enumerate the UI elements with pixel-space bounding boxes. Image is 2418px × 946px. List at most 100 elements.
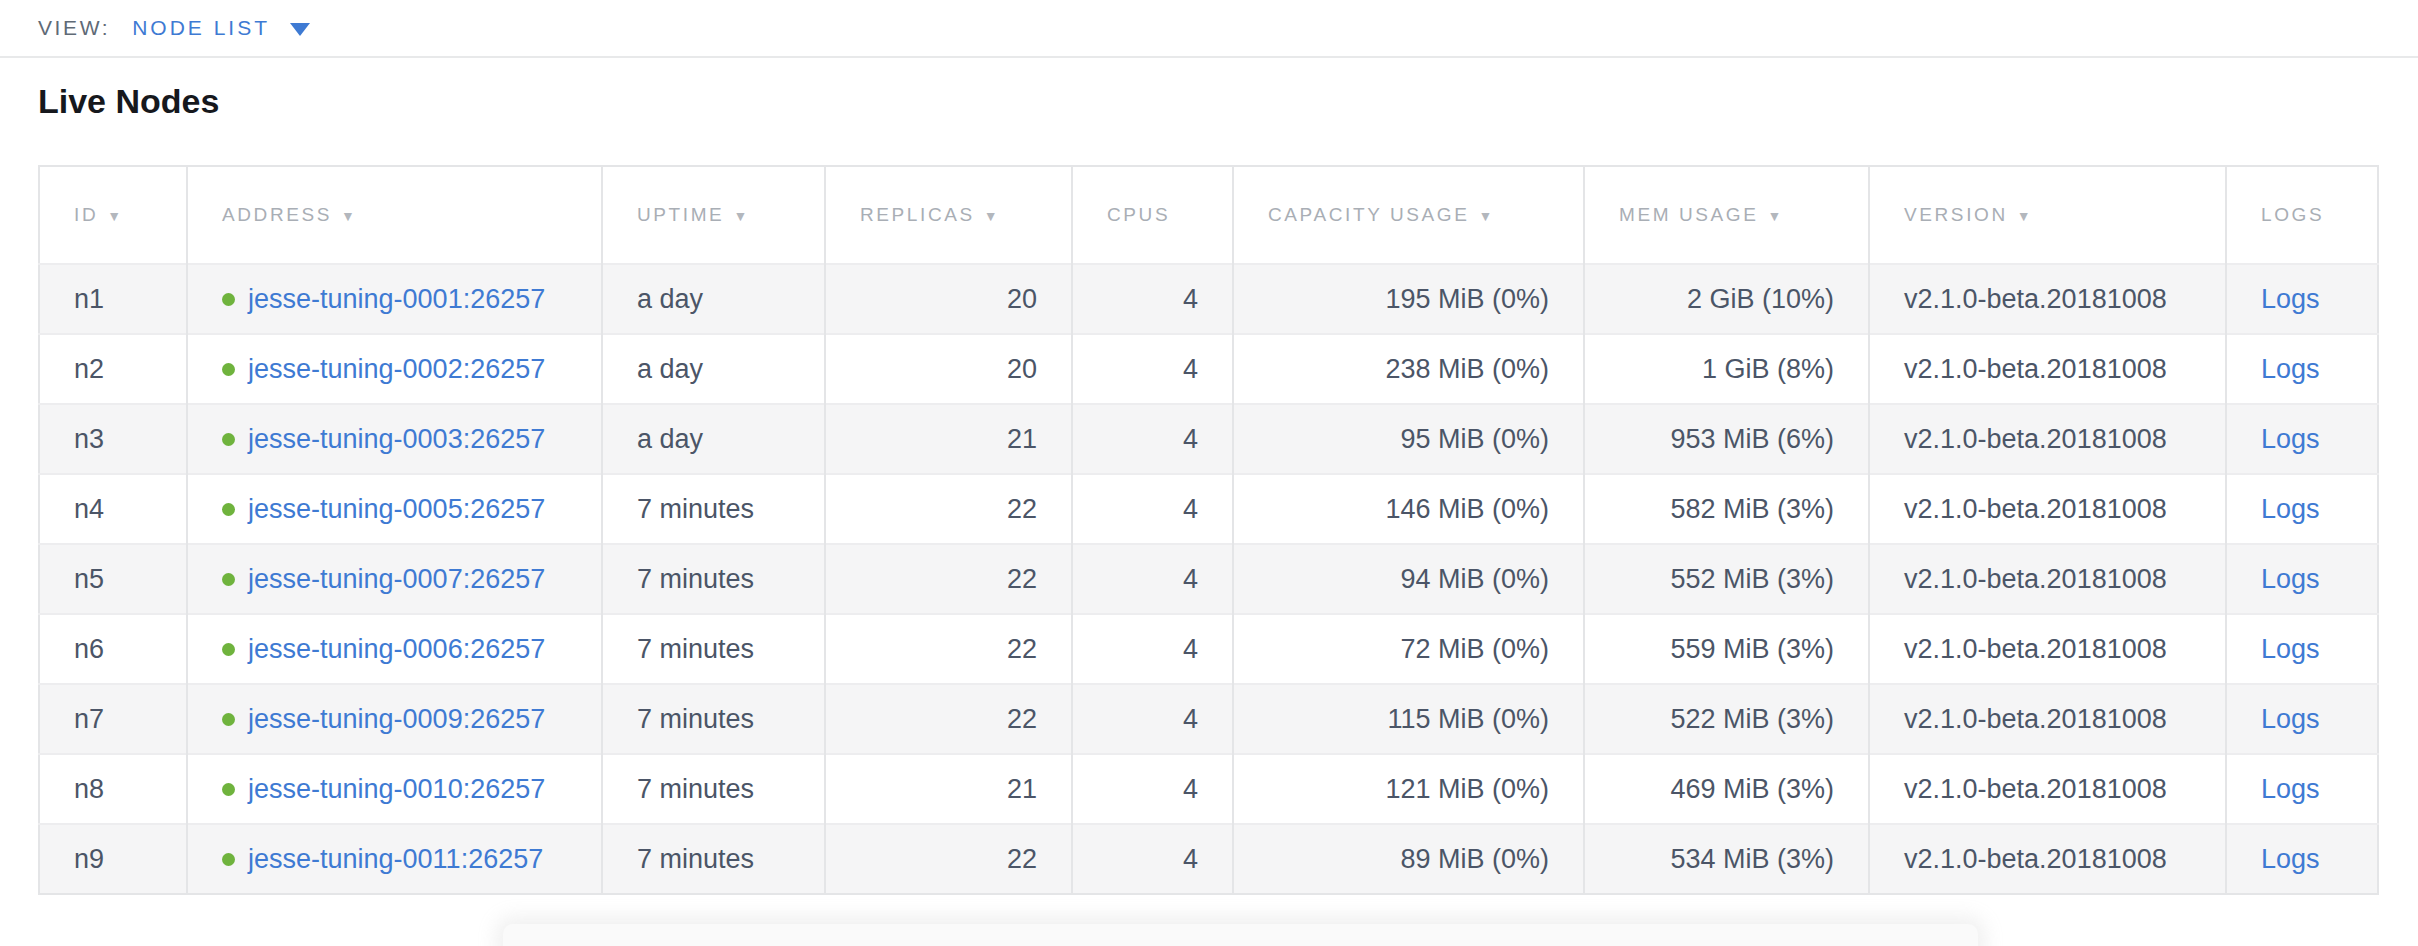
node-live-status-dot-icon <box>222 503 235 516</box>
logs-link[interactable]: Logs <box>2261 424 2320 454</box>
table-row: n5 jesse-tuning-0007:26257 7 minutes 22 … <box>39 544 2378 614</box>
column-header-mem[interactable]: MEM USAGE▼ <box>1584 166 1869 264</box>
cell-mem-usage: 559 MiB (3%) <box>1584 614 1869 684</box>
column-header-id[interactable]: ID ▼ <box>39 166 187 264</box>
cell-uptime: 7 minutes <box>602 544 825 614</box>
cell-version: v2.1.0-beta.20181008 <box>1869 614 2226 684</box>
cell-cpus: 4 <box>1072 614 1233 684</box>
logs-link[interactable]: Logs <box>2261 284 2320 314</box>
cell-mem-usage: 469 MiB (3%) <box>1584 754 1869 824</box>
sort-descending-icon: ▼ <box>733 208 749 224</box>
cell-node-id: n9 <box>39 824 187 894</box>
chevron-down-icon <box>290 23 310 36</box>
logs-link[interactable]: Logs <box>2261 564 2320 594</box>
cell-replicas: 20 <box>825 264 1072 334</box>
cell-cpus: 4 <box>1072 334 1233 404</box>
node-address-link[interactable]: jesse-tuning-0009:26257 <box>248 704 545 734</box>
node-address-link[interactable]: jesse-tuning-0010:26257 <box>248 774 545 804</box>
node-address-link[interactable]: jesse-tuning-0005:26257 <box>248 494 545 524</box>
cell-address: jesse-tuning-0005:26257 <box>187 474 602 544</box>
cell-capacity-usage: 238 MiB (0%) <box>1233 334 1584 404</box>
cell-mem-usage: 552 MiB (3%) <box>1584 544 1869 614</box>
table-row: n4 jesse-tuning-0005:26257 7 minutes 22 … <box>39 474 2378 544</box>
cell-node-id: n4 <box>39 474 187 544</box>
cell-address: jesse-tuning-0003:26257 <box>187 404 602 474</box>
cell-replicas: 22 <box>825 824 1072 894</box>
logs-link[interactable]: Logs <box>2261 704 2320 734</box>
node-address-link[interactable]: jesse-tuning-0002:26257 <box>248 354 545 384</box>
cell-replicas: 22 <box>825 614 1072 684</box>
cell-replicas: 21 <box>825 754 1072 824</box>
cell-version: v2.1.0-beta.20181008 <box>1869 754 2226 824</box>
cell-logs: Logs <box>2226 824 2378 894</box>
cell-node-id: n8 <box>39 754 187 824</box>
cell-cpus: 4 <box>1072 544 1233 614</box>
logs-link[interactable]: Logs <box>2261 774 2320 804</box>
cell-cpus: 4 <box>1072 754 1233 824</box>
column-header-version[interactable]: VERSION ▼ <box>1869 166 2226 264</box>
node-address-link[interactable]: jesse-tuning-0001:26257 <box>248 284 545 314</box>
column-header-label: VERSION <box>1904 204 2008 225</box>
node-live-status-dot-icon <box>222 573 235 586</box>
column-header-label: CAPACITY USAGE <box>1268 204 1469 225</box>
view-selector-bar: VIEW: NODE LIST <box>0 0 2418 58</box>
cell-version: v2.1.0-beta.20181008 <box>1869 544 2226 614</box>
sort-descending-icon: ▼ <box>107 208 123 224</box>
view-selected-value: NODE LIST <box>132 16 270 40</box>
cell-version: v2.1.0-beta.20181008 <box>1869 334 2226 404</box>
logs-link[interactable]: Logs <box>2261 844 2320 874</box>
table-row: n3 jesse-tuning-0003:26257 a day 21 4 95… <box>39 404 2378 474</box>
sort-descending-icon: ▼ <box>1478 208 1494 224</box>
table-row: n8 jesse-tuning-0010:26257 7 minutes 21 … <box>39 754 2378 824</box>
cell-uptime: a day <box>602 264 825 334</box>
cell-uptime: 7 minutes <box>602 684 825 754</box>
cell-mem-usage: 953 MiB (6%) <box>1584 404 1869 474</box>
cell-capacity-usage: 95 MiB (0%) <box>1233 404 1584 474</box>
table-row: n6 jesse-tuning-0006:26257 7 minutes 22 … <box>39 614 2378 684</box>
table-row: n2 jesse-tuning-0002:26257 a day 20 4 23… <box>39 334 2378 404</box>
cell-node-id: n5 <box>39 544 187 614</box>
logs-link[interactable]: Logs <box>2261 494 2320 524</box>
node-address-link[interactable]: jesse-tuning-0003:26257 <box>248 424 545 454</box>
view-selector-dropdown[interactable]: NODE LIST <box>132 16 310 40</box>
column-header-uptime[interactable]: UPTIME▼ <box>602 166 825 264</box>
logs-link[interactable]: Logs <box>2261 634 2320 664</box>
cell-node-id: n1 <box>39 264 187 334</box>
cell-uptime: 7 minutes <box>602 754 825 824</box>
cell-replicas: 20 <box>825 334 1072 404</box>
node-address-link[interactable]: jesse-tuning-0007:26257 <box>248 564 545 594</box>
cell-capacity-usage: 115 MiB (0%) <box>1233 684 1584 754</box>
column-header-label: LOGS <box>2261 204 2324 225</box>
cell-replicas: 21 <box>825 404 1072 474</box>
column-header-replicas[interactable]: REPLICAS▼ <box>825 166 1072 264</box>
column-header-label: ID <box>74 204 98 225</box>
column-header-address[interactable]: ADDRESS▼ <box>187 166 602 264</box>
cell-address: jesse-tuning-0001:26257 <box>187 264 602 334</box>
column-header-label: CPUS <box>1107 204 1170 225</box>
cell-capacity-usage: 195 MiB (0%) <box>1233 264 1584 334</box>
cell-logs: Logs <box>2226 474 2378 544</box>
column-header-cpus: CPUS <box>1072 166 1233 264</box>
node-address-link[interactable]: jesse-tuning-0006:26257 <box>248 634 545 664</box>
column-header-label: MEM USAGE <box>1619 204 1759 225</box>
cell-mem-usage: 2 GiB (10%) <box>1584 264 1869 334</box>
cell-version: v2.1.0-beta.20181008 <box>1869 474 2226 544</box>
cell-capacity-usage: 121 MiB (0%) <box>1233 754 1584 824</box>
node-live-status-dot-icon <box>222 713 235 726</box>
logs-link[interactable]: Logs <box>2261 354 2320 384</box>
table-row: n7 jesse-tuning-0009:26257 7 minutes 22 … <box>39 684 2378 754</box>
node-address-link[interactable]: jesse-tuning-0011:26257 <box>248 844 543 874</box>
cell-node-id: n7 <box>39 684 187 754</box>
node-live-status-dot-icon <box>222 643 235 656</box>
cell-address: jesse-tuning-0011:26257 <box>187 824 602 894</box>
cell-logs: Logs <box>2226 264 2378 334</box>
cell-logs: Logs <box>2226 544 2378 614</box>
cell-address: jesse-tuning-0009:26257 <box>187 684 602 754</box>
node-live-status-dot-icon <box>222 433 235 446</box>
cell-replicas: 22 <box>825 544 1072 614</box>
sort-descending-icon: ▼ <box>2017 208 2033 224</box>
cell-uptime: 7 minutes <box>602 824 825 894</box>
cell-cpus: 4 <box>1072 264 1233 334</box>
column-header-capacity[interactable]: CAPACITY USAGE ▼ <box>1233 166 1584 264</box>
page-title: Live Nodes <box>38 80 2378 122</box>
